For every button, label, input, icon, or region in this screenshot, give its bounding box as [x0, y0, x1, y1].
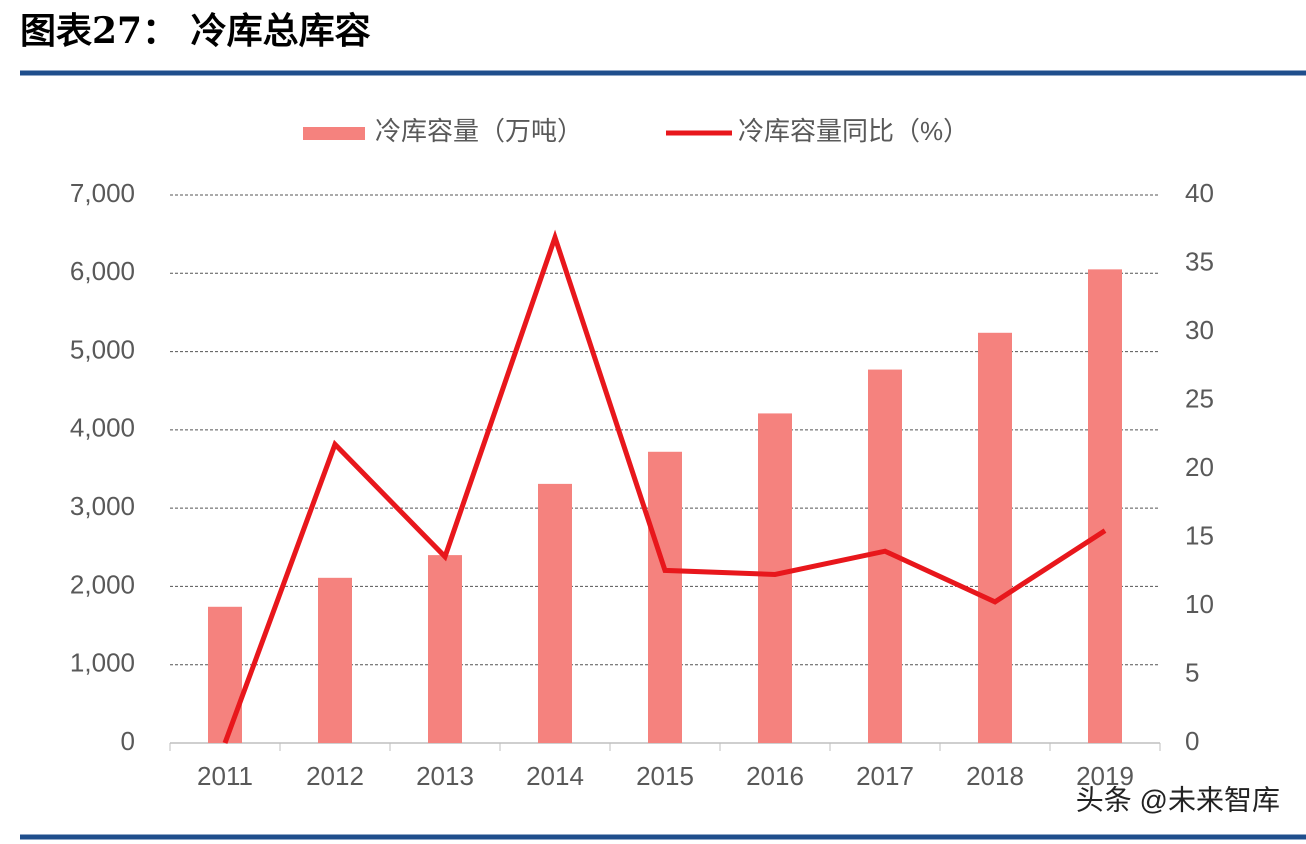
chart-title: 图表27： 冷库总库容 — [20, 10, 371, 52]
y2-tick-label: 5 — [1185, 657, 1199, 687]
watermark: 头条 @未来智库 — [1076, 784, 1280, 815]
x-tick-label: 2011 — [197, 761, 253, 791]
y2-tick-label: 40 — [1185, 178, 1214, 208]
y2-tick-label: 20 — [1185, 452, 1214, 482]
y2-tick-label: 15 — [1185, 520, 1214, 550]
x-tick-label: 2017 — [856, 761, 914, 791]
y-tick-label: 5,000 — [70, 334, 135, 364]
x-tick-label: 2018 — [966, 761, 1024, 791]
bar — [318, 577, 352, 743]
y2-tick-label: 30 — [1185, 315, 1214, 345]
legend-swatch — [303, 127, 365, 140]
y2-tick-label: 0 — [1185, 726, 1199, 756]
y2-tick-label: 10 — [1185, 589, 1214, 619]
bar — [1088, 269, 1122, 743]
y2-tick-label: 35 — [1185, 246, 1214, 276]
bar — [978, 332, 1012, 743]
y2-tick-label: 25 — [1185, 383, 1214, 413]
x-tick-label: 2015 — [636, 761, 694, 791]
y-tick-label: 2,000 — [70, 569, 135, 599]
y-tick-label: 0 — [121, 726, 135, 756]
y-tick-label: 6,000 — [70, 256, 135, 286]
x-tick-label: 2014 — [526, 761, 584, 791]
x-tick-label: 2013 — [416, 761, 474, 791]
bar — [648, 451, 682, 743]
y-tick-label: 1,000 — [70, 648, 135, 678]
line — [222, 229, 1107, 744]
y-tick-label: 4,000 — [70, 413, 135, 443]
x-tick-label: 2019 — [1076, 761, 1134, 791]
legend-label: 冷库容量同比（%） — [738, 116, 969, 146]
legend-label: 冷库容量（万吨） — [375, 116, 583, 146]
y-tick-label: 7,000 — [70, 178, 135, 208]
bar — [758, 413, 792, 743]
bar — [208, 606, 242, 743]
y-tick-label: 3,000 — [70, 491, 135, 521]
bar — [538, 483, 572, 743]
x-tick-label: 2012 — [306, 761, 364, 791]
bar — [428, 555, 462, 743]
x-tick-label: 2016 — [746, 761, 804, 791]
